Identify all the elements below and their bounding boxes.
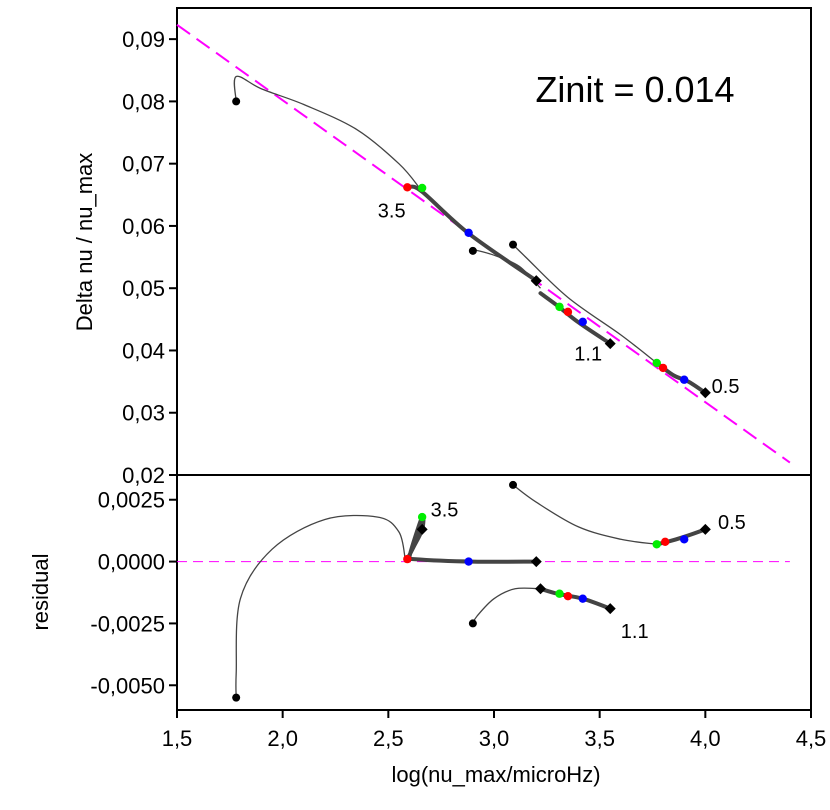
bottom-start-point-1.1: [468, 619, 477, 628]
top-marker-1.1-0: [555, 302, 564, 312]
bottom-marker-1.1-0: [555, 589, 564, 598]
top-panel: 0,02 0,03 0,04 0,05 0,06 0,07 0,08 0,09 3.5 1.1 0.…: [122, 7, 812, 488]
x-tick-label: 2,5: [373, 726, 404, 751]
bottom-marker-0.5-1: [660, 537, 670, 546]
bottom-y-tick-label: 0,0025: [98, 488, 165, 513]
top-y-tick-label: 0,07: [122, 152, 165, 177]
bottom-start-point-3.5: [232, 693, 241, 702]
bottom-panel: -0,0050 -0,0025 0,0000 0,0025 1,5 2,0 2,5 3,0 3,…: [90, 474, 827, 751]
top-marker-0.5-2: [680, 375, 689, 384]
bottom-end-point-0.5: [699, 523, 711, 535]
bottom-marker-0.5-2: [680, 535, 689, 544]
bottom-end-point-3.5: [530, 556, 542, 568]
top-track-thick-1.1: [538, 291, 613, 346]
bottom-track-thin-3.5: [235, 514, 406, 698]
x-tick-label: 3,5: [584, 726, 615, 751]
bottom-turnoff-point-3.5: [416, 523, 428, 535]
bottom-track-thin-0.5: [512, 484, 657, 545]
x-axis-title: log(nu_max/microHz): [391, 762, 600, 787]
top-series-label-3.5: 3.5: [378, 200, 406, 222]
bottom-series-label-0.5: 0.5: [718, 512, 746, 534]
bottom-marker-0.5-0: [652, 540, 661, 549]
top-y-tick-label: 0,06: [122, 214, 165, 239]
top-reference-line: [176, 23, 791, 464]
top-marker-1.1-1: [563, 307, 573, 317]
bottom-y-tick-label: 0,0000: [98, 550, 165, 575]
bottom-turnoff-point-1.1: [534, 583, 546, 595]
x-tick-label: 4,5: [796, 726, 827, 751]
top-series-3.5: 3.5: [232, 75, 542, 287]
bottom-y-tick-label: -0,0050: [90, 673, 165, 698]
top-marker-1.1-2: [578, 317, 587, 327]
bottom-marker-1.1-2: [578, 594, 587, 603]
top-series-label-0.5: 0.5: [712, 376, 740, 398]
top-marker-3.5-1: [417, 183, 427, 193]
bottom-plot-frame: [176, 474, 812, 711]
bottom-series-label-3.5: 3.5: [431, 500, 459, 522]
bottom-marker-3.5-1: [417, 512, 427, 522]
bottom-track-thick-0.5: [654, 527, 708, 547]
bottom-track-thick-1.1: [538, 586, 613, 611]
x-tick-label: 3,0: [479, 726, 510, 751]
top-series-label-1.1: 1.1: [574, 344, 602, 366]
x-tick-label: 1,5: [162, 726, 193, 751]
bottom-series-0.5: 0.5: [509, 480, 746, 549]
bottom-series-label-1.1: 1.1: [621, 621, 649, 643]
top-y-tick-label: 0,02: [122, 463, 165, 488]
top-end-point-0.5: [699, 387, 711, 399]
top-start-point-3.5: [232, 97, 241, 106]
bottom-marker-3.5-2: [464, 557, 473, 566]
x-tick-label: 4,0: [690, 726, 721, 751]
top-marker-3.5-2: [464, 228, 473, 237]
top-y-tick-label: 0,05: [122, 276, 165, 301]
top-marker-3.5-0: [403, 183, 412, 192]
top-track-thin-3.5: [233, 75, 421, 190]
top-marker-0.5-0: [652, 358, 661, 368]
top-track-thin-1.1: [470, 248, 541, 289]
top-y-tick-label: 0,08: [122, 89, 165, 114]
top-start-point-1.1: [468, 246, 477, 255]
bottom-track-thick-3.5: [405, 514, 539, 564]
bottom-y-tick-label: -0,0025: [90, 611, 165, 636]
bottom-track-thin-1.1: [472, 587, 541, 624]
top-y-tick-label: 0,04: [122, 338, 165, 363]
top-marker-0.5-1: [658, 363, 668, 373]
top-end-point-1.1: [604, 338, 616, 350]
bottom-marker-3.5-0: [403, 554, 412, 564]
top-track-thick-3.5: [407, 184, 539, 283]
bottom-end-point-1.1: [604, 603, 616, 615]
x-tick-label: 2,0: [267, 726, 298, 751]
bottom-y-axis-title: residual: [28, 553, 53, 630]
top-track-thin-0.5: [512, 244, 658, 364]
top-series-0.5: 0.5: [509, 240, 740, 399]
bottom-start-point-0.5: [509, 480, 518, 489]
bottom-series-3.5: 3.5: [232, 500, 542, 702]
zinit-annotation: Zinit = 0.014: [535, 69, 734, 110]
top-y-tick-label: 0,09: [122, 27, 165, 52]
bottom-marker-1.1-1: [563, 592, 573, 601]
top-y-tick-label: 0,03: [122, 401, 165, 426]
bottom-series-1.1: 1.1: [468, 583, 649, 643]
top-start-point-0.5: [509, 240, 518, 249]
top-series-1.1: 1.1: [468, 246, 616, 366]
top-y-axis-title: Delta nu / nu_max: [72, 153, 97, 332]
top-turnoff-point-1.1: [530, 275, 542, 287]
